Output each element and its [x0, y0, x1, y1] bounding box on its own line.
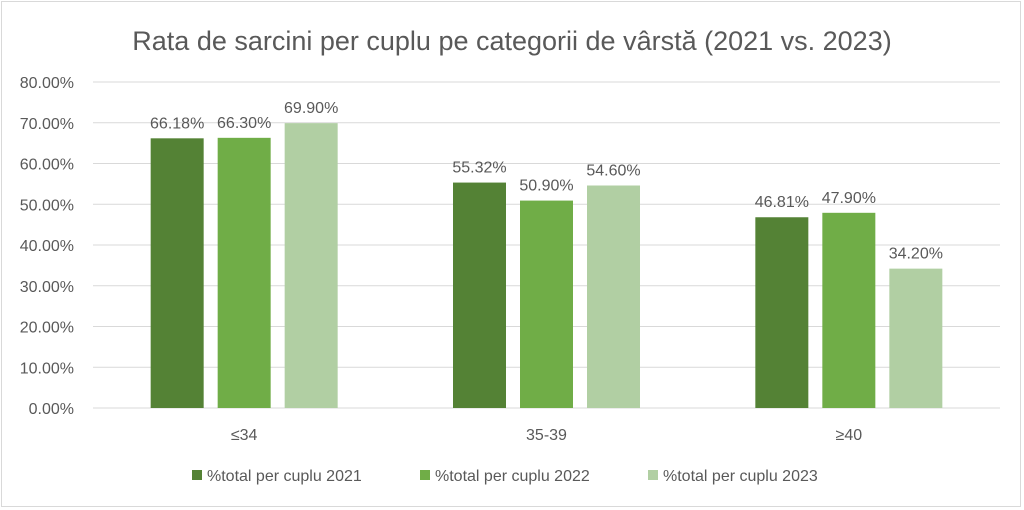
- data-label: 55.32%: [452, 160, 506, 177]
- bar: [587, 185, 640, 408]
- x-tick-label: ≥40: [836, 427, 863, 444]
- y-tick-label: 80.00%: [20, 75, 74, 92]
- data-label: 69.90%: [284, 100, 338, 117]
- bar: [822, 212, 876, 408]
- y-tick-label: 20.00%: [20, 320, 74, 337]
- x-tick-label: 35-39: [526, 427, 567, 444]
- chart-title: Rata de sarcini per cuplu pe categorii d…: [132, 26, 891, 56]
- y-tick-label: 0.00%: [29, 401, 74, 418]
- bar: [453, 182, 506, 408]
- legend-label: %total per cuplu 2023: [663, 468, 818, 485]
- legend-swatch: [648, 470, 658, 480]
- x-tick-label: ≤34: [231, 427, 258, 444]
- data-label: 54.60%: [586, 163, 640, 180]
- y-tick-label: 10.00%: [20, 360, 74, 377]
- data-label: 66.18%: [150, 115, 204, 132]
- legend-label: %total per cuplu 2022: [435, 468, 590, 485]
- legend-swatch: [192, 470, 202, 480]
- bar: [284, 123, 338, 408]
- data-label: 66.30%: [217, 115, 271, 132]
- data-label: 50.90%: [519, 178, 573, 195]
- y-tick-label: 70.00%: [20, 116, 74, 133]
- data-label: 46.81%: [755, 194, 809, 211]
- data-label: 34.20%: [889, 246, 943, 263]
- bar: [150, 138, 204, 408]
- y-tick-label: 50.00%: [20, 197, 74, 214]
- legend-label: %total per cuplu 2021: [207, 468, 362, 485]
- y-tick-label: 40.00%: [20, 238, 74, 255]
- y-tick-label: 60.00%: [20, 157, 74, 174]
- data-label: 47.90%: [822, 190, 876, 207]
- y-tick-label: 30.00%: [20, 279, 74, 296]
- bar: [217, 137, 271, 408]
- legend-swatch: [420, 470, 430, 480]
- bar: [889, 268, 943, 408]
- bar: [520, 200, 573, 408]
- bars: 66.18% 66.30% 69.90% 55.32% 50.90% 54.60% 46.8…: [150, 100, 943, 408]
- y-axis: 0.00% 10.00% 20.00% 30.00% 40.00% 50.00% 60.00…: [20, 75, 74, 418]
- x-axis: ≤34 35-39 ≥40: [231, 427, 862, 444]
- bar: [755, 217, 809, 408]
- legend: %total per cuplu 2021 %total per cuplu 20…: [192, 468, 818, 485]
